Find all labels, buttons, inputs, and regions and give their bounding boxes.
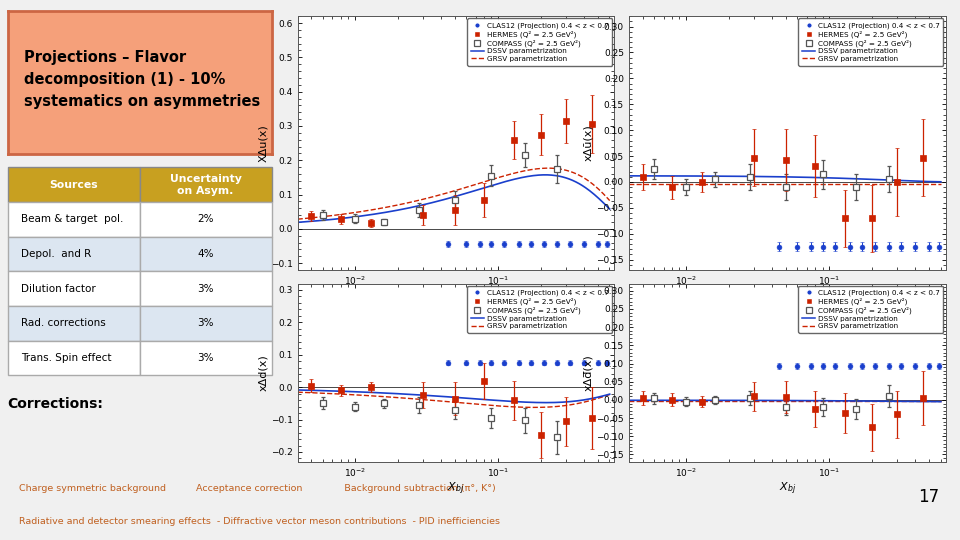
Legend: CLAS12 (Projection) 0.4 < z < 0.7, HERMES (Q² = 2.5 GeV²), COMPASS (Q² = 2.5 GeV: CLAS12 (Projection) 0.4 < z < 0.7, HERME… — [468, 286, 612, 333]
Legend: CLAS12 (Projection) 0.4 < z < 0.7, HERMES (Q² = 2.5 GeV²), COMPASS (Q² = 2.5 GeV: CLAS12 (Projection) 0.4 < z < 0.7, HERME… — [799, 18, 944, 66]
Y-axis label: XΔu(x): XΔu(x) — [258, 124, 268, 162]
X-axis label: $X_{bj}$: $X_{bj}$ — [779, 289, 796, 305]
Legend: CLAS12 (Projection) 0.4 < z < 0.7, HERMES (Q² = 2.5 GeV²), COMPASS (Q² = 2.5 GeV: CLAS12 (Projection) 0.4 < z < 0.7, HERME… — [799, 286, 944, 333]
X-axis label: $X_{bj}$: $X_{bj}$ — [779, 481, 796, 497]
Legend: CLAS12 (Projection) 0.4 < z < 0.7, HERMES (Q² = 2.5 GeV²), COMPASS (Q² = 2.5 GeV: CLAS12 (Projection) 0.4 < z < 0.7, HERME… — [468, 18, 612, 66]
Y-axis label: xΔd(x): xΔd(x) — [258, 354, 268, 391]
Y-axis label: xΔū(x): xΔū(x) — [584, 125, 593, 161]
Y-axis label: xΔd̅(x): xΔd̅(x) — [584, 354, 593, 391]
Text: 17: 17 — [918, 488, 939, 506]
Text: Corrections:: Corrections: — [8, 397, 104, 411]
Text: Charge symmetric background          Acceptance correction              Backgrou: Charge symmetric background Acceptance c… — [10, 484, 495, 492]
X-axis label: $X_{bj}$: $X_{bj}$ — [447, 481, 465, 497]
Text: Radiative and detector smearing effects  - Diffractive vector meson contribution: Radiative and detector smearing effects … — [10, 516, 499, 525]
Text: Projections – Flavor
decomposition (1) - 10%
systematics on asymmetries: Projections – Flavor decomposition (1) -… — [23, 50, 260, 109]
X-axis label: $X_{bj}$: $X_{bj}$ — [447, 289, 465, 305]
